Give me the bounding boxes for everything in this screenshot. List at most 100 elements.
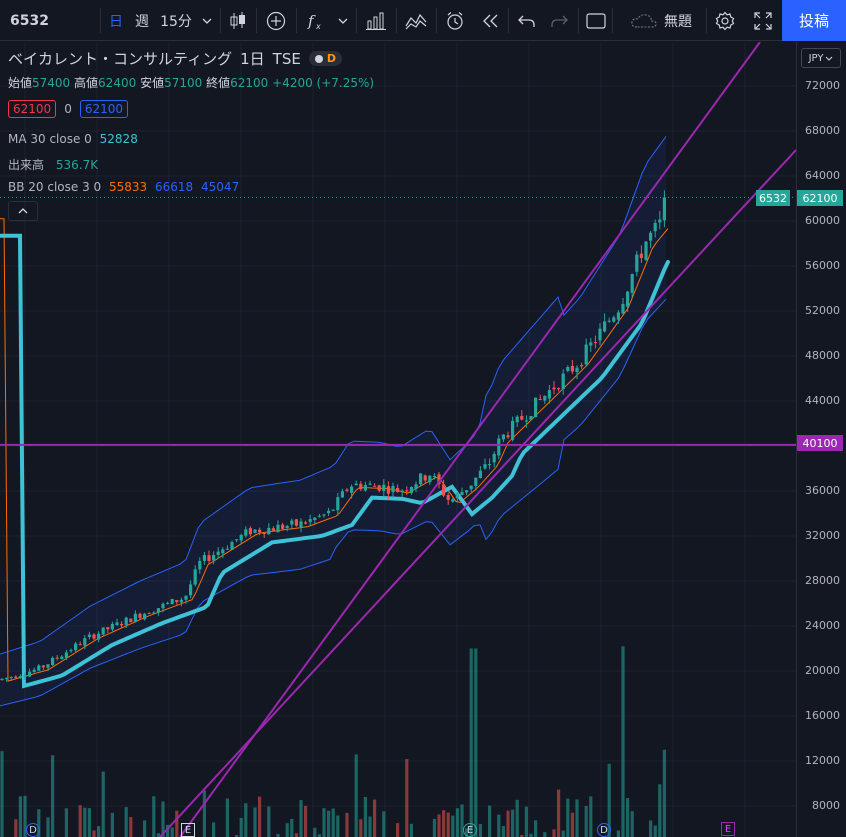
price-tick-label: 44000: [805, 394, 840, 407]
dividend-marker[interactable]: D: [26, 823, 40, 837]
volume-bar: [313, 827, 317, 837]
volume-bar: [336, 815, 340, 837]
earnings-marker[interactable]: E: [181, 823, 195, 837]
volume-bar: [607, 763, 611, 837]
volume-legend[interactable]: 出来高 536.7K: [8, 156, 98, 173]
upcoming-earnings-marker[interactable]: E: [721, 822, 735, 836]
symbol-search-button[interactable]: 6532: [0, 0, 100, 41]
earnings-marker[interactable]: E: [463, 823, 477, 837]
candle-body: [593, 342, 597, 344]
candle-body: [248, 528, 252, 535]
candle-body: [621, 303, 625, 314]
volume-bar: [529, 833, 533, 837]
replay-rewind-icon[interactable]: [476, 0, 506, 41]
candle-body: [133, 613, 137, 623]
interval-15m-button[interactable]: 15分: [160, 13, 192, 30]
interval-day-button[interactable]: 日: [109, 13, 123, 30]
candle-body: [377, 485, 381, 491]
candle-body: [442, 484, 446, 496]
candle-body: [74, 643, 78, 651]
candle-body: [69, 650, 73, 652]
candle-body: [14, 676, 18, 678]
candle-body: [175, 600, 179, 603]
candle-body: [262, 532, 266, 535]
volume-bar: [101, 771, 105, 837]
interval-week-button[interactable]: 週: [135, 13, 149, 30]
templates-chart-icon[interactable]: [400, 0, 432, 41]
candle-body: [653, 222, 657, 232]
volume-bar: [506, 810, 510, 837]
candle-body: [432, 475, 436, 477]
candle-body: [60, 656, 64, 660]
candle-body: [129, 618, 133, 623]
candle-body: [202, 555, 206, 561]
volume-bar: [317, 834, 321, 837]
volume-bar: [552, 829, 556, 837]
candle-body: [382, 484, 386, 491]
toolbar-divider: [100, 8, 101, 33]
volume-bar: [488, 805, 492, 837]
legend-title: ベイカレント・コンサルティング 1日 TSE D: [8, 48, 342, 69]
volume-bar: [658, 784, 662, 837]
candle-body: [570, 365, 574, 372]
compare-add-symbol-icon[interactable]: [260, 0, 292, 41]
price-tick-label: 12000: [805, 754, 840, 767]
candle-body: [9, 677, 13, 679]
candle-body: [55, 657, 59, 659]
dividend-marker[interactable]: D: [597, 823, 611, 837]
volume-bar: [460, 804, 464, 837]
candle-body: [221, 549, 225, 554]
alert-clock-icon[interactable]: [440, 0, 470, 41]
currency-selector[interactable]: JPY: [801, 48, 841, 68]
redo-icon[interactable]: [544, 0, 574, 41]
volume-bar: [161, 801, 165, 837]
bb-legend[interactable]: BB 20 close 3 0 55833 66618 45047: [8, 180, 239, 194]
volume-bar: [437, 814, 441, 837]
candle-body: [524, 420, 528, 422]
candle-body: [161, 603, 165, 609]
settings-gear-icon[interactable]: [708, 0, 742, 41]
ma-legend[interactable]: MA 30 close 0 52828: [8, 132, 138, 146]
post-button[interactable]: 投稿: [782, 0, 846, 41]
candle-body: [511, 420, 515, 440]
price-axis[interactable]: JPY 72000 68000 64000 60000 56000 52000 48000 4…: [796, 42, 846, 837]
candle-body: [598, 328, 602, 341]
financials-bar-chart-icon[interactable]: [360, 0, 392, 41]
volume-bar: [327, 810, 331, 837]
collapse-legend-chevron-up-icon[interactable]: [8, 201, 38, 221]
layout-save-button[interactable]: 無題: [616, 0, 706, 41]
candle-body: [584, 344, 588, 365]
candle-body: [327, 510, 331, 514]
candle-body: [290, 520, 294, 525]
undo-icon[interactable]: [512, 0, 542, 41]
open-label: 始値: [8, 76, 33, 90]
candle-body: [437, 474, 441, 485]
interval-dropdown-chevron-down-icon[interactable]: [198, 0, 216, 41]
buy-price-box[interactable]: 62100: [79, 100, 129, 118]
fullscreen-rect-icon[interactable]: [582, 0, 610, 41]
price-chart-pane[interactable]: [0, 42, 796, 837]
candle-body: [294, 519, 298, 526]
indicators-chevron-down-icon[interactable]: [334, 0, 352, 41]
company-name[interactable]: ベイカレント・コンサルティング: [8, 50, 233, 68]
high-label: 高値: [74, 76, 99, 90]
price-tick-label: 56000: [805, 259, 840, 272]
volume-bar: [511, 809, 515, 837]
market-status-badge[interactable]: D: [308, 51, 342, 66]
candles-chart-type-icon[interactable]: [224, 0, 252, 41]
candle-body: [345, 489, 349, 491]
candle-body: [626, 291, 630, 307]
low-label: 安値: [140, 76, 165, 90]
candle-body: [515, 416, 519, 423]
symbol-text: 6532: [10, 12, 49, 29]
price-tick-label: 24000: [805, 619, 840, 632]
volume-bar: [432, 818, 436, 837]
candle-body: [198, 561, 202, 570]
candle-body: [501, 434, 505, 440]
candle-body: [308, 519, 312, 522]
sell-price-box[interactable]: 62100: [8, 100, 57, 118]
svg-text:x: x: [315, 22, 321, 31]
fullscreen-expand-icon[interactable]: [746, 0, 780, 41]
candle-body: [235, 539, 239, 541]
